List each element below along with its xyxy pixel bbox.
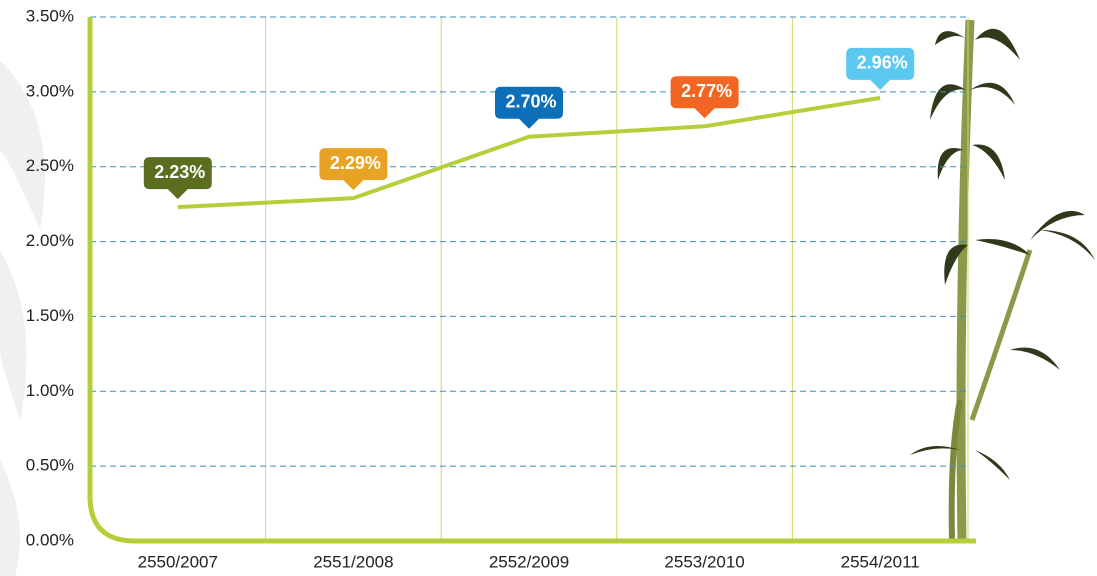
value-callout: 2.70% bbox=[495, 86, 563, 129]
value-label: 2.29% bbox=[330, 153, 381, 173]
x-tick-label: 2551/2008 bbox=[313, 552, 393, 571]
background-leaves bbox=[0, 60, 45, 576]
y-tick-label: 0.00% bbox=[26, 530, 74, 549]
x-tick-label: 2553/2010 bbox=[664, 552, 744, 571]
y-tick-label: 1.00% bbox=[26, 381, 74, 400]
y-tick-label: 2.50% bbox=[26, 156, 74, 175]
callout-box bbox=[143, 157, 212, 200]
bamboo bbox=[910, 19, 1095, 541]
value-callout: 2.77% bbox=[670, 76, 739, 119]
x-tick-label: 2554/2011 bbox=[841, 552, 920, 571]
value-label: 2.77% bbox=[681, 81, 732, 101]
y-tick-label: 3.50% bbox=[26, 6, 74, 25]
callout-box bbox=[846, 47, 915, 90]
value-label: 2.23% bbox=[154, 162, 205, 182]
axis bbox=[87, 17, 976, 544]
value-callout: 2.29% bbox=[319, 148, 388, 191]
value-callout: 2.96% bbox=[846, 47, 915, 90]
y-tick-label: 1.50% bbox=[26, 306, 74, 325]
callout-box bbox=[670, 76, 739, 119]
value-label: 2.96% bbox=[857, 53, 908, 73]
callout-box bbox=[319, 148, 388, 191]
value-label: 2.70% bbox=[505, 92, 556, 112]
x-tick-label: 2552/2009 bbox=[489, 552, 569, 571]
callout-box bbox=[495, 86, 563, 129]
line bbox=[177, 95, 881, 210]
x-tick-label: 2550/2007 bbox=[138, 552, 218, 571]
y-tick-label: 3.00% bbox=[26, 81, 74, 100]
value-callout: 2.23% bbox=[143, 157, 212, 200]
y-tick-label: 0.50% bbox=[26, 456, 74, 475]
y-tick-label: 2.00% bbox=[26, 231, 74, 250]
